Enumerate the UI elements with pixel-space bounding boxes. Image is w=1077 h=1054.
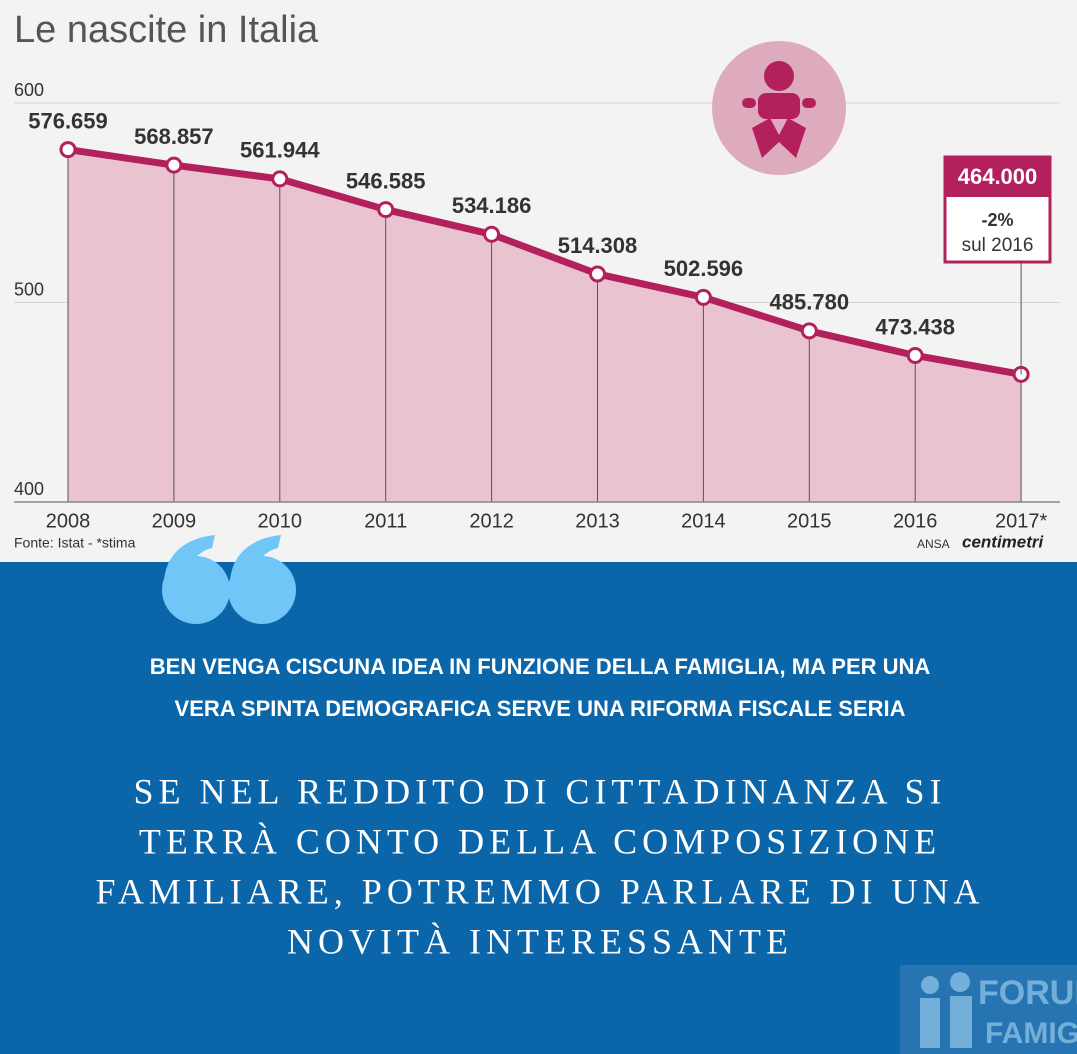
brand: centimetri: [962, 532, 1045, 551]
data-label: 561.944: [240, 138, 320, 163]
quote-body: NOVITÀ INTERESSANTE: [287, 921, 793, 961]
x-tick-label: 2016: [893, 510, 938, 532]
logo: FORUM FAMIGLIE: [900, 965, 1077, 1054]
point: [800, 322, 818, 340]
x-tick-label: 2012: [469, 510, 514, 532]
data-label: 485.780: [770, 290, 850, 315]
logo-text: FORUM: [978, 974, 1077, 1012]
y-tick-label: 600: [14, 80, 44, 100]
credit: ANSA: [917, 537, 950, 551]
point: [59, 141, 77, 159]
x-tick-label: 2017*: [995, 510, 1047, 532]
quote-lead: VERA SPINTA DEMOGRAFICA SERVE UNA RIFORM…: [175, 696, 906, 721]
annotation-header: [945, 157, 1050, 197]
source: Fonte: Istat - *stima: [14, 535, 136, 551]
data-label: 473.438: [875, 314, 955, 339]
quote-body: SE NEL REDDITO DI CITTADINANZA SI: [133, 771, 946, 811]
point: [589, 265, 606, 283]
logo-text: FAMIGLIE: [985, 1017, 1077, 1050]
annotation-value: 464.000: [958, 164, 1038, 189]
annotation-change: -2%: [981, 210, 1013, 230]
line: [67, 146, 1022, 378]
data-label: 514.308: [558, 233, 638, 258]
point: [906, 346, 924, 364]
data-label: 502.596: [664, 256, 744, 281]
quote-mark: [162, 535, 296, 624]
y-tick-label: 500: [14, 279, 44, 299]
point: [165, 156, 183, 174]
data-label: 534.186: [452, 193, 532, 218]
quote-body: TERRÀ CONTO DELLA COMPOSIZIONE: [139, 821, 941, 861]
point: [271, 170, 289, 188]
data-label: 576.659: [28, 108, 108, 133]
point: [694, 288, 712, 306]
chart-title: Le nascite in Italia: [14, 9, 319, 51]
x-tick-label: 2015: [787, 510, 832, 532]
x-tick-label: 2011: [364, 510, 407, 532]
quote-body: FAMILIARE, POTREMMO PARLARE DI UNA: [95, 871, 984, 911]
x-tick-label: 2009: [152, 510, 197, 532]
y-tick-label: 400: [14, 479, 44, 499]
baby-icon: [712, 41, 846, 175]
annotation-text: sul 2016: [962, 235, 1034, 256]
point: [483, 225, 501, 243]
x-tick-label: 2014: [681, 510, 726, 532]
x-tick-label: 2010: [258, 510, 303, 532]
quote-lead: BEN VENGA CISCUNA IDEA IN FUNZIONE DELLA…: [150, 654, 931, 679]
data-label: 568.857: [134, 124, 214, 149]
point: [377, 201, 395, 219]
quote-background: [0, 562, 1077, 1054]
x-tick-label: 2008: [46, 510, 91, 532]
area: [68, 149, 1022, 502]
x-tick-label: 2013: [575, 510, 620, 532]
data-label: 546.585: [346, 168, 426, 193]
